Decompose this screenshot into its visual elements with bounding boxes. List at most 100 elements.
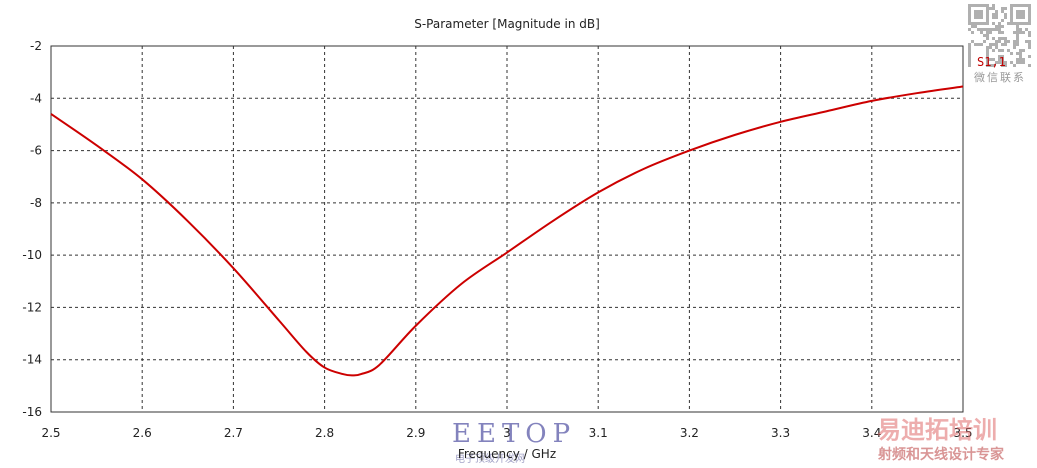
qr-cell	[989, 7, 992, 10]
x-tick-label: 2.9	[406, 426, 425, 440]
qr-cell	[1013, 22, 1016, 25]
qr-cell	[1016, 16, 1019, 19]
qr-cell	[980, 13, 983, 16]
qr-cell	[1010, 7, 1013, 10]
qr-cell	[977, 16, 980, 19]
qr-cell	[983, 4, 986, 7]
qr-cell	[1022, 16, 1025, 19]
training-watermark-sub: 射频和天线设计专家	[877, 446, 1005, 463]
qr-cell	[1016, 40, 1019, 43]
qr-cell	[998, 22, 1001, 25]
qr-cell	[1019, 58, 1022, 61]
qr-cell	[998, 28, 1001, 31]
qr-cell	[1019, 52, 1022, 55]
qr-cell	[1010, 52, 1013, 55]
qr-cell	[974, 43, 977, 46]
qr-cell	[980, 16, 983, 19]
qr-cell	[971, 22, 974, 25]
qr-cell	[1016, 4, 1019, 7]
qr-cell	[986, 10, 989, 13]
qr-cell	[1022, 31, 1025, 34]
qr-cell	[980, 22, 983, 25]
qr-cell	[1010, 13, 1013, 16]
qr-cell	[992, 22, 995, 25]
qr-cell	[977, 28, 980, 31]
qr-cell	[968, 61, 971, 64]
qr-cell	[998, 40, 1001, 43]
qr-cell	[1010, 16, 1013, 19]
qr-cell	[1010, 4, 1013, 7]
qr-cell	[1016, 13, 1019, 16]
qr-cell	[989, 64, 992, 67]
qr-cell	[998, 55, 1001, 58]
qr-cell	[968, 43, 971, 46]
qr-cell	[1001, 37, 1004, 40]
y-tick-label: -4	[30, 91, 42, 105]
qr-cell	[995, 25, 998, 28]
qr-cell	[1019, 4, 1022, 7]
plot-area-frame	[50, 45, 964, 413]
qr-cell	[1016, 10, 1019, 13]
qr-cell	[977, 43, 980, 46]
qr-cell	[1028, 4, 1031, 7]
x-tick-label: 3.2	[680, 426, 699, 440]
qr-cell	[1004, 7, 1007, 10]
qr-cell	[1010, 61, 1013, 64]
x-axis-tick-labels: 2.5 2.6 2.7 2.8 2.9 3 3.1 3.2 3.3 3.4 3.5	[41, 426, 972, 440]
y-tick-label: -8	[30, 196, 42, 210]
qr-cell	[1004, 40, 1007, 43]
qr-cell	[968, 10, 971, 13]
qr-cell	[998, 61, 1001, 64]
qr-cell	[1001, 43, 1004, 46]
qr-cell	[974, 22, 977, 25]
qr-cell	[1028, 10, 1031, 13]
qr-cell	[983, 28, 986, 31]
qr-cell	[995, 61, 998, 64]
qr-cell	[968, 13, 971, 16]
qr-cell	[1022, 13, 1025, 16]
qr-cell	[995, 13, 998, 16]
y-tick-label: -2	[30, 39, 42, 53]
qr-cell	[1013, 31, 1016, 34]
legend-entry-s11: S1,1	[977, 55, 1006, 69]
x-tick-label: 3.3	[771, 426, 790, 440]
qr-cell	[983, 34, 986, 37]
eetop-watermark-sub: 电子顶级开发网	[455, 452, 525, 465]
qr-cell	[1022, 10, 1025, 13]
qr-cell	[1010, 10, 1013, 13]
qr-cell	[992, 4, 995, 7]
qr-cell	[1016, 31, 1019, 34]
qr-cell	[1016, 37, 1019, 40]
qr-cell	[1001, 25, 1004, 28]
qr-cell	[1001, 31, 1004, 34]
x-tick-label: 2.5	[41, 426, 60, 440]
qr-cell	[1013, 43, 1016, 46]
qr-cell	[1013, 4, 1016, 7]
qr-cell	[986, 28, 989, 31]
qr-cell	[974, 16, 977, 19]
qr-cell	[986, 37, 989, 40]
qr-cell	[1028, 16, 1031, 19]
qr-cell	[971, 4, 974, 7]
qr-cell	[995, 43, 998, 46]
qr-cell	[1013, 46, 1016, 49]
series-line-s11	[50, 85, 964, 377]
x-tick-label: 2.8	[315, 426, 334, 440]
qr-watermark: 微信联系	[968, 4, 1031, 84]
qr-cell	[998, 37, 1001, 40]
qr-cell	[983, 40, 986, 43]
qr-cell	[974, 25, 977, 28]
qr-cell	[986, 55, 989, 58]
qr-cell	[974, 10, 977, 13]
qr-cell	[1007, 22, 1010, 25]
qr-cell	[986, 61, 989, 64]
qr-cell	[1016, 58, 1019, 61]
qr-cell	[968, 46, 971, 49]
qr-cell	[1028, 13, 1031, 16]
qr-cell	[995, 40, 998, 43]
x-tick-label: 3	[503, 426, 511, 440]
qr-cell	[1001, 55, 1004, 58]
qr-cell	[992, 28, 995, 31]
qr-cell	[1004, 43, 1007, 46]
